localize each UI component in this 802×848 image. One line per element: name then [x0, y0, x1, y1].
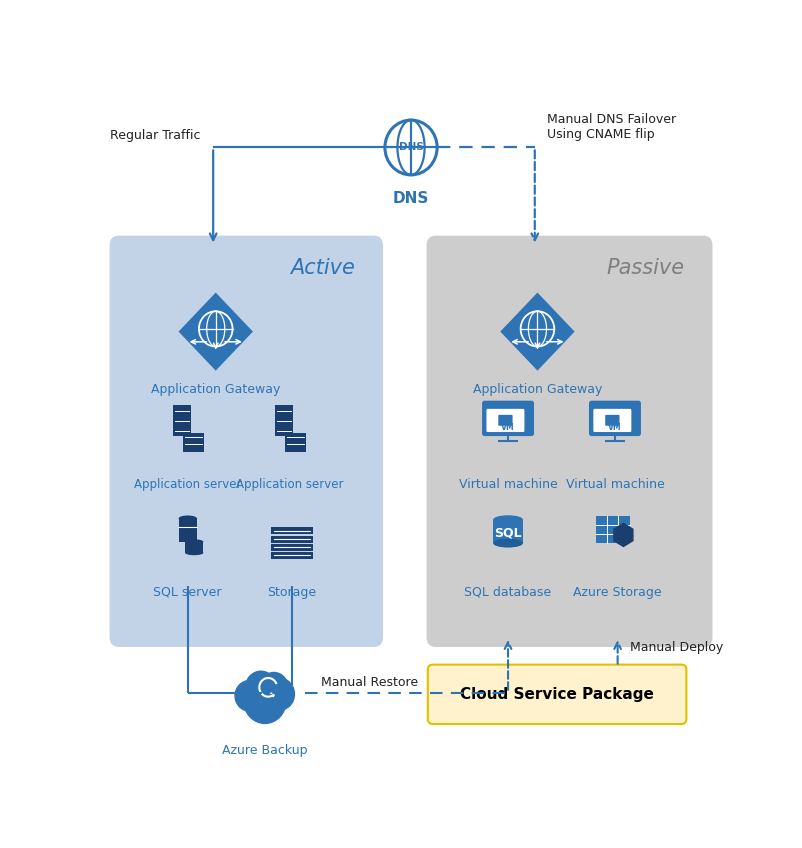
Polygon shape: [500, 293, 574, 371]
Text: Manual Restore: Manual Restore: [321, 677, 418, 689]
FancyBboxPatch shape: [271, 527, 313, 534]
FancyBboxPatch shape: [427, 236, 712, 647]
Text: Application Gateway: Application Gateway: [472, 382, 602, 395]
FancyBboxPatch shape: [606, 415, 619, 426]
FancyBboxPatch shape: [493, 520, 523, 544]
FancyBboxPatch shape: [183, 433, 205, 452]
FancyBboxPatch shape: [498, 415, 512, 426]
FancyBboxPatch shape: [110, 236, 383, 647]
Circle shape: [235, 681, 264, 711]
FancyBboxPatch shape: [179, 518, 196, 542]
Ellipse shape: [185, 550, 204, 555]
FancyBboxPatch shape: [185, 542, 204, 553]
FancyBboxPatch shape: [275, 405, 293, 436]
Polygon shape: [614, 523, 633, 546]
FancyBboxPatch shape: [271, 552, 313, 559]
Text: Virtual machine: Virtual machine: [459, 478, 557, 491]
FancyBboxPatch shape: [593, 409, 631, 432]
Text: Active: Active: [290, 259, 355, 278]
Text: Storage: Storage: [268, 586, 317, 599]
FancyBboxPatch shape: [285, 433, 306, 452]
FancyBboxPatch shape: [271, 544, 313, 550]
Text: Cloud Service Package: Cloud Service Package: [460, 687, 654, 702]
Text: Passive: Passive: [606, 259, 685, 278]
Ellipse shape: [185, 539, 204, 544]
Text: Regular Traffic: Regular Traffic: [110, 129, 200, 142]
FancyBboxPatch shape: [271, 536, 313, 543]
Text: SQL: SQL: [494, 526, 522, 539]
FancyBboxPatch shape: [487, 409, 525, 432]
Circle shape: [245, 672, 276, 704]
FancyBboxPatch shape: [427, 665, 687, 724]
Ellipse shape: [493, 516, 523, 524]
Circle shape: [264, 678, 294, 711]
Text: Manual Deploy: Manual Deploy: [630, 640, 723, 654]
Text: VM: VM: [608, 423, 622, 432]
Circle shape: [260, 672, 288, 702]
Text: Virtual machine: Virtual machine: [565, 478, 664, 491]
Text: Azure Backup: Azure Backup: [222, 744, 308, 756]
Circle shape: [244, 679, 286, 723]
FancyBboxPatch shape: [589, 401, 641, 436]
Ellipse shape: [493, 538, 523, 548]
Polygon shape: [179, 293, 253, 371]
Text: Application server: Application server: [134, 478, 241, 491]
Text: Manual DNS Failover
Using CNAME flip: Manual DNS Failover Using CNAME flip: [547, 113, 676, 141]
Text: Azure Storage: Azure Storage: [573, 586, 662, 599]
Text: Application Gateway: Application Gateway: [151, 382, 281, 395]
Text: Application server: Application server: [236, 478, 343, 491]
Text: SQL database: SQL database: [464, 586, 552, 599]
Text: DNS: DNS: [399, 142, 423, 153]
Circle shape: [386, 120, 436, 175]
Ellipse shape: [179, 516, 196, 522]
FancyBboxPatch shape: [482, 401, 534, 436]
Text: SQL server: SQL server: [153, 586, 222, 599]
Text: VM: VM: [501, 423, 515, 432]
FancyBboxPatch shape: [173, 405, 191, 436]
Text: DNS: DNS: [393, 191, 429, 206]
FancyBboxPatch shape: [596, 516, 630, 544]
